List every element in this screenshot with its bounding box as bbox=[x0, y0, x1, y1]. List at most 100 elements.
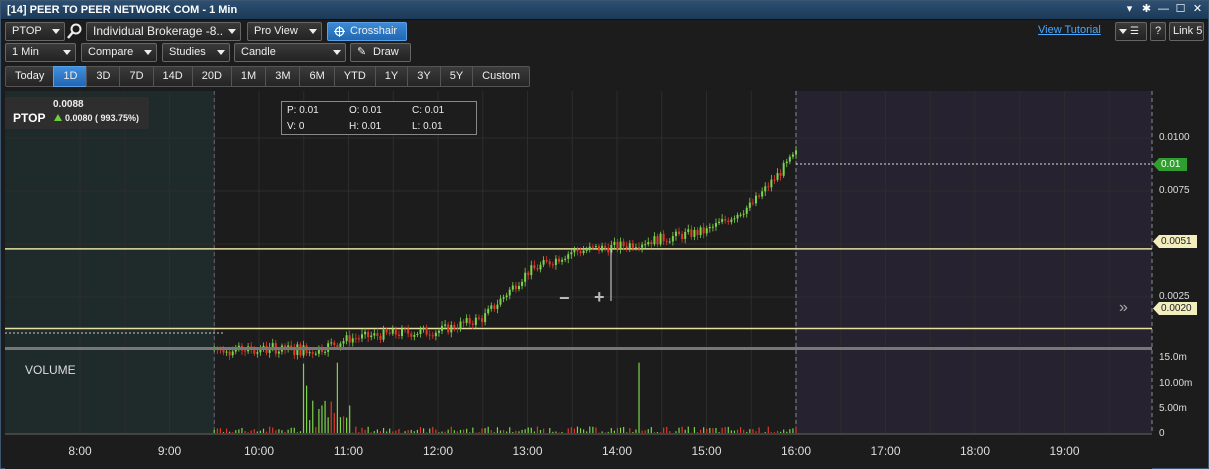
price-chart[interactable] bbox=[5, 91, 1205, 469]
help-button[interactable]: ? bbox=[1150, 22, 1166, 41]
candle bbox=[647, 242, 650, 245]
volume-bar bbox=[219, 428, 222, 433]
candle bbox=[514, 285, 517, 290]
zoom-in-button[interactable]: + bbox=[594, 287, 605, 307]
candle bbox=[548, 261, 551, 265]
range-button-5y[interactable]: 5Y bbox=[439, 66, 473, 87]
candle bbox=[733, 218, 736, 220]
hline-tag[interactable]: 0.0051 bbox=[1153, 235, 1197, 248]
candle bbox=[234, 348, 237, 352]
volume-bar bbox=[610, 428, 612, 433]
volume-bar bbox=[506, 431, 508, 433]
candle bbox=[539, 264, 542, 270]
candle bbox=[591, 246, 594, 248]
range-button-14d[interactable]: 14D bbox=[152, 66, 192, 87]
volume-bar bbox=[339, 417, 342, 433]
gear-icon[interactable]: ✱ bbox=[1141, 3, 1152, 15]
crosshair-label: Crosshair bbox=[350, 25, 398, 37]
chevron-down-icon bbox=[1119, 29, 1127, 34]
minimize-icon[interactable]: — bbox=[1158, 3, 1169, 15]
link-button[interactable]: Link 5 bbox=[1169, 22, 1204, 41]
ohlc-box: P: 0.01 O: 0.01 C: 0.01 V: 0 H: 0.01 L: … bbox=[281, 101, 477, 135]
time-tick-label: 11:00 bbox=[333, 444, 364, 458]
volume-bar bbox=[613, 430, 615, 433]
candle bbox=[499, 298, 502, 305]
candle bbox=[437, 330, 440, 333]
menu-button[interactable]: ☰ bbox=[1115, 22, 1147, 41]
candle bbox=[785, 161, 788, 164]
compare-label: Compare bbox=[88, 46, 134, 58]
volume-bar bbox=[459, 429, 462, 433]
view-select[interactable]: Pro View bbox=[247, 22, 322, 41]
volume-bar bbox=[222, 432, 225, 433]
crosshair-button[interactable]: Crosshair bbox=[327, 22, 407, 41]
symbol-input[interactable]: PTOP bbox=[5, 22, 65, 41]
volume-bar bbox=[530, 427, 532, 433]
range-button-6m[interactable]: 6M bbox=[299, 66, 334, 87]
volume-bar bbox=[293, 427, 295, 433]
compare-select[interactable]: Compare bbox=[81, 43, 157, 62]
maximize-icon[interactable]: ☐ bbox=[1175, 3, 1186, 15]
close-icon[interactable]: ✕ bbox=[1192, 3, 1203, 15]
candle bbox=[557, 258, 560, 262]
volume-bar bbox=[718, 432, 720, 433]
studies-select[interactable]: Studies bbox=[162, 43, 230, 62]
candle bbox=[354, 338, 357, 340]
candle bbox=[373, 333, 376, 336]
volume-bar bbox=[567, 428, 569, 433]
range-button-3d[interactable]: 3D bbox=[86, 66, 120, 87]
candle bbox=[244, 350, 247, 352]
ohlc-l: L: 0.01 bbox=[412, 121, 443, 132]
volume-bar bbox=[478, 432, 480, 433]
interval-select[interactable]: 1 Min bbox=[5, 43, 76, 62]
ohlc-c: C: 0.01 bbox=[412, 105, 445, 116]
candle bbox=[619, 241, 622, 250]
range-button-1y[interactable]: 1Y bbox=[374, 66, 408, 87]
volume-bar bbox=[647, 429, 649, 433]
range-button-ytd[interactable]: YTD bbox=[333, 66, 375, 87]
volume-bar bbox=[312, 400, 314, 433]
volume-bar bbox=[773, 432, 776, 433]
pane-divider bbox=[5, 347, 1152, 350]
volume-bar bbox=[629, 428, 631, 433]
volume-bar bbox=[429, 428, 431, 433]
range-button-3y[interactable]: 3Y bbox=[407, 66, 440, 87]
volume-bar bbox=[789, 429, 791, 433]
range-button-custom[interactable]: Custom bbox=[472, 66, 531, 87]
view-tutorial-link[interactable]: View Tutorial bbox=[1038, 24, 1101, 36]
candle bbox=[277, 351, 280, 354]
range-button-today[interactable]: Today bbox=[5, 66, 54, 87]
candle bbox=[336, 345, 339, 347]
volume-bar bbox=[447, 429, 449, 433]
chart-type-select[interactable]: Candle bbox=[234, 43, 346, 62]
zoom-out-button[interactable]: − bbox=[559, 288, 570, 308]
search-icon[interactable] bbox=[67, 23, 83, 39]
range-button-20d[interactable]: 20D bbox=[191, 66, 231, 87]
range-button-1m[interactable]: 1M bbox=[230, 66, 266, 87]
range-button-1d[interactable]: 1D bbox=[53, 66, 87, 87]
candle bbox=[314, 353, 317, 355]
candle bbox=[268, 347, 271, 353]
range-button-7d[interactable]: 7D bbox=[119, 66, 153, 87]
ohlc-o: O: 0.01 bbox=[349, 105, 382, 116]
hline-tag[interactable]: 0.0020 bbox=[1153, 302, 1197, 315]
volume-bar bbox=[395, 430, 397, 433]
candle bbox=[259, 348, 262, 353]
candle bbox=[594, 246, 597, 248]
candle bbox=[256, 352, 259, 354]
scroll-right-icon[interactable]: » bbox=[1119, 299, 1128, 316]
range-button-3m[interactable]: 3M bbox=[265, 66, 300, 87]
pin-icon[interactable]: ▾ bbox=[1126, 3, 1133, 15]
volume-bar bbox=[216, 428, 218, 433]
title-bar[interactable]: [14] PEER TO PEER NETWORK COM - 1 Min ▾ … bbox=[1, 1, 1208, 20]
draw-button[interactable]: ✎ Draw bbox=[350, 43, 411, 62]
candle bbox=[376, 333, 379, 336]
candle bbox=[613, 241, 616, 245]
candle bbox=[795, 150, 797, 155]
candle bbox=[751, 202, 754, 204]
candle bbox=[767, 186, 770, 188]
volume-bar bbox=[699, 429, 702, 433]
volume-bar bbox=[746, 431, 748, 433]
account-select[interactable]: Individual Brokerage -8.. bbox=[86, 22, 241, 41]
candle bbox=[453, 324, 456, 329]
